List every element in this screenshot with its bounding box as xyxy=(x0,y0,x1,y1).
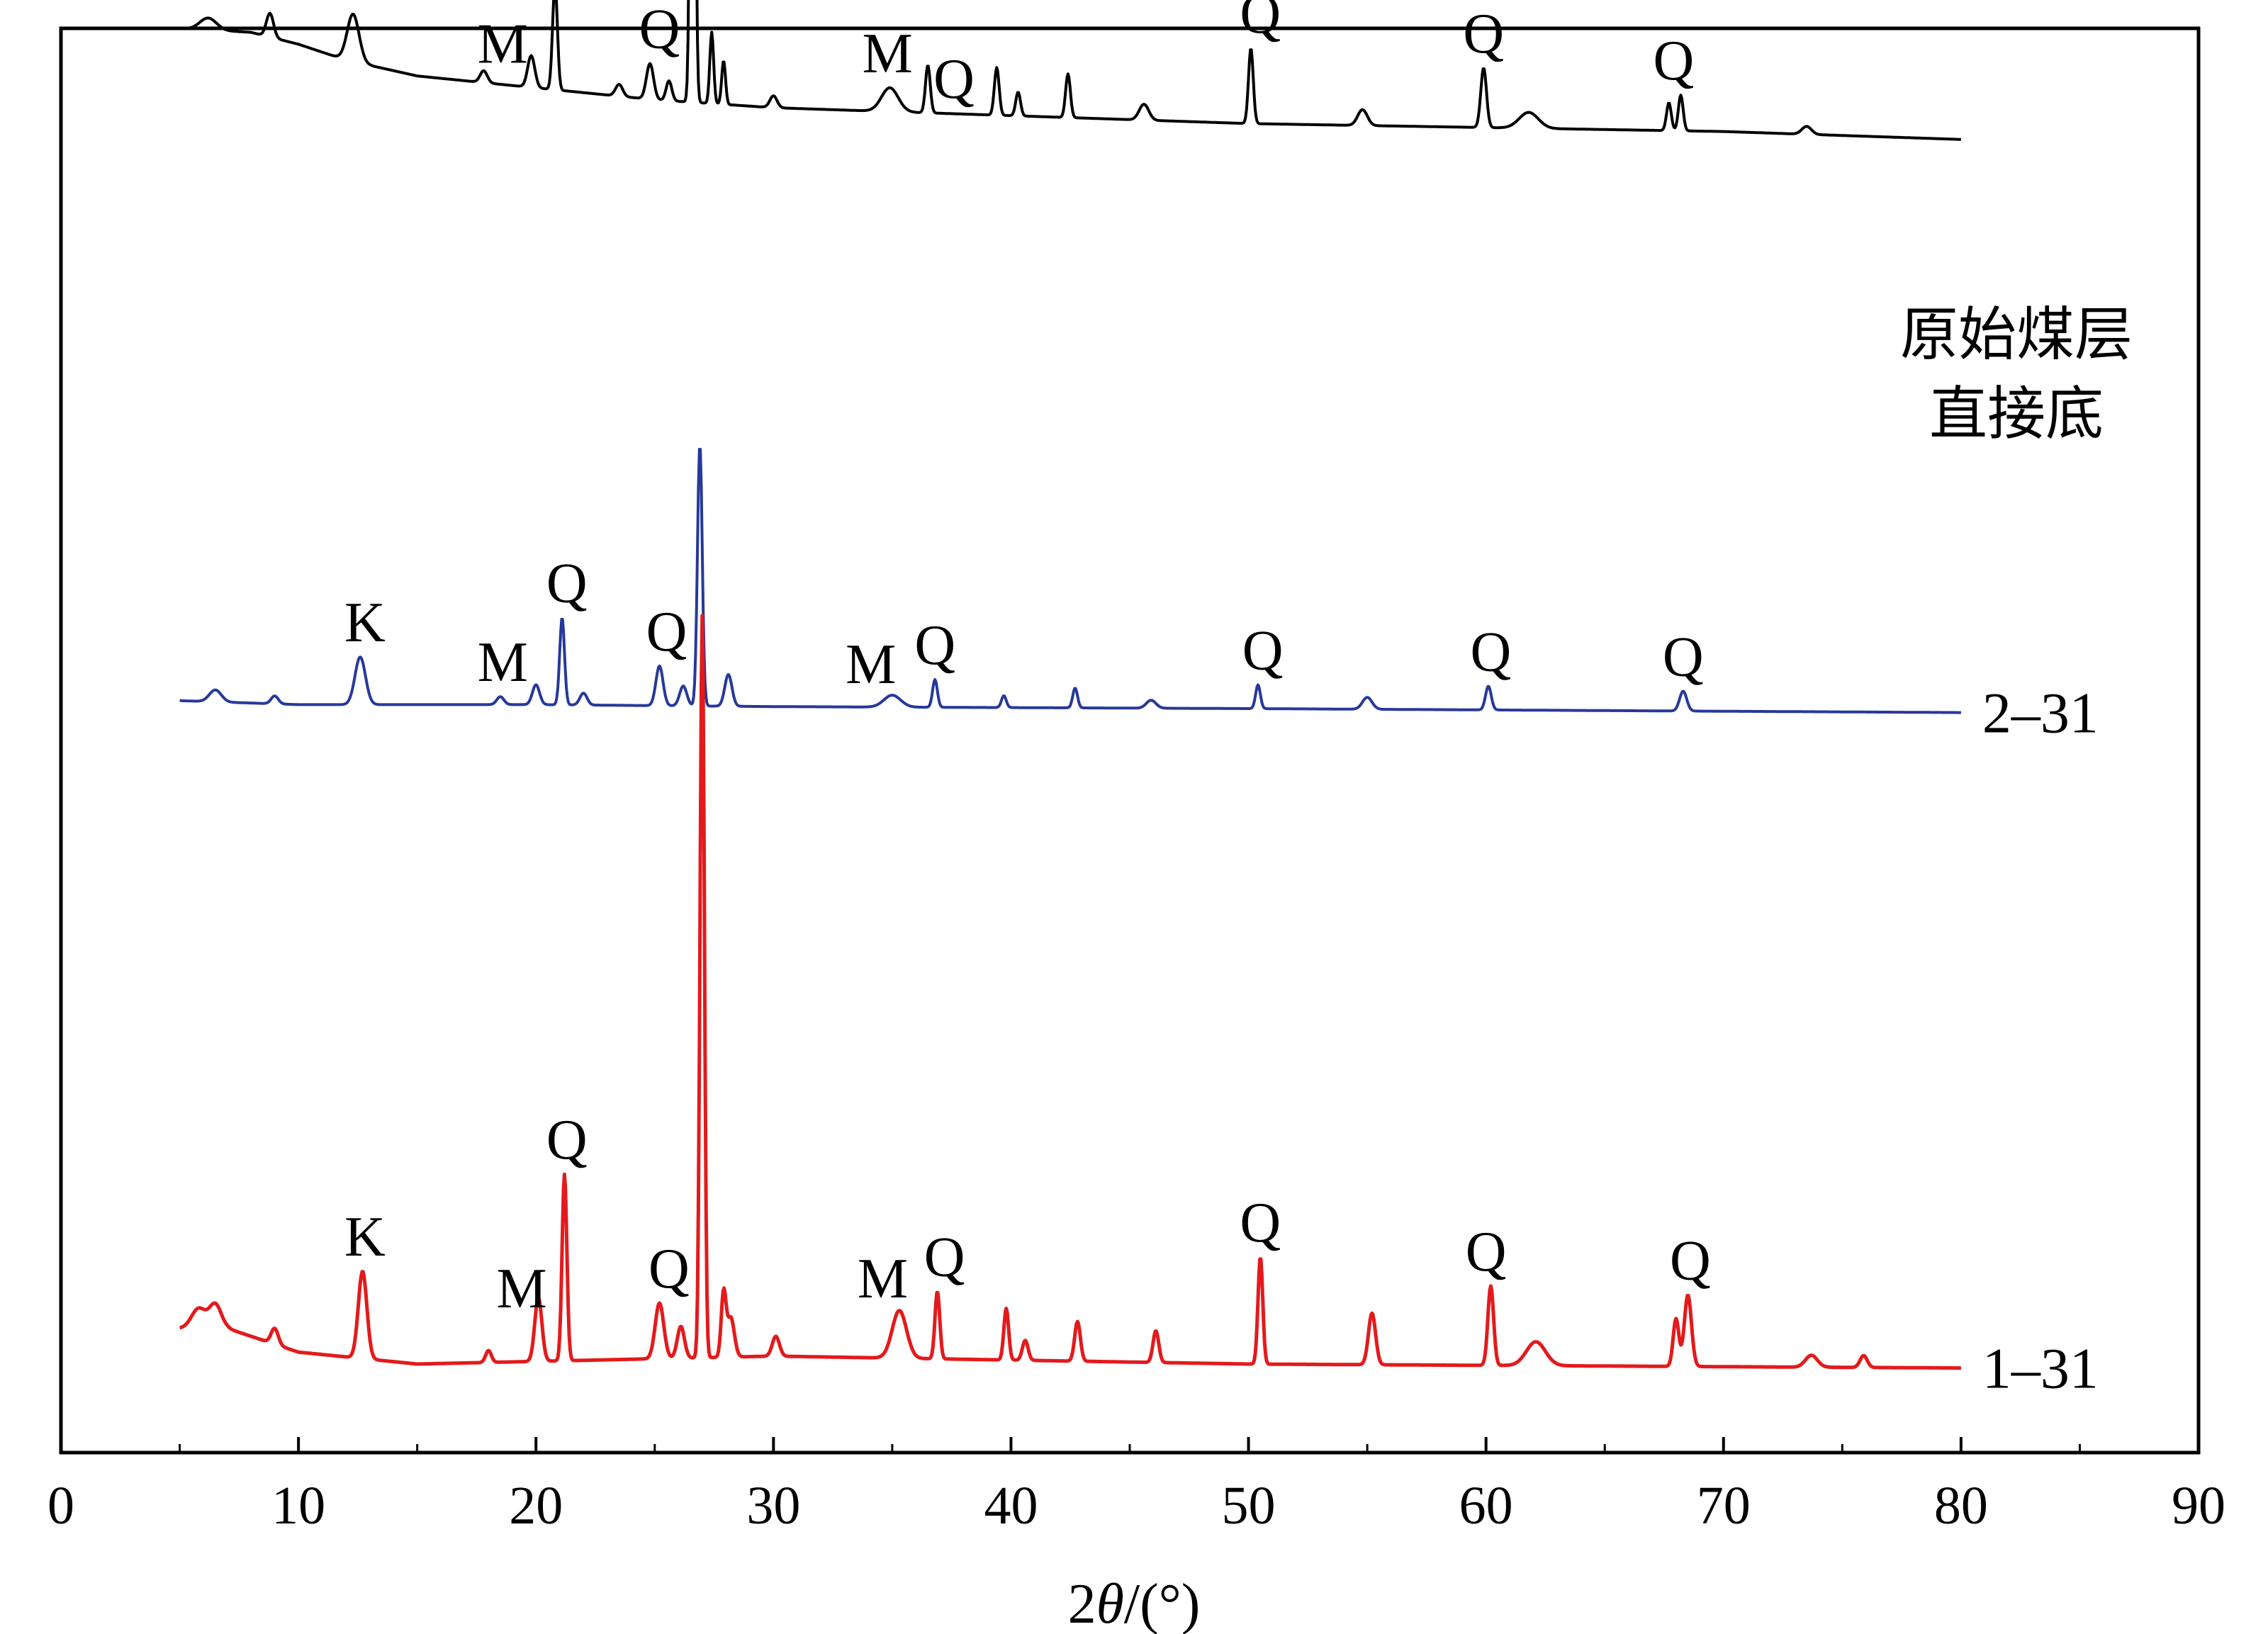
peak-annotation-q: Q xyxy=(1240,0,1281,45)
peak-annotations: KMQQMQQQQKMQQMQQQQQQKMMQQQQ xyxy=(339,0,1710,1320)
peak-annotation-q: Q xyxy=(1663,626,1704,688)
peak-annotation-q: Q xyxy=(1240,1192,1281,1254)
peak-annotation-q: Q xyxy=(924,1226,965,1288)
peak-annotation-q: Q xyxy=(646,601,687,663)
x-tick-label: 80 xyxy=(1934,1476,1988,1536)
series-layer xyxy=(179,0,1962,1370)
series-line-0 xyxy=(179,0,1962,141)
series-line-1 xyxy=(179,448,1962,714)
peak-annotation-q: Q xyxy=(546,553,588,615)
x-tick-label: 10 xyxy=(271,1476,325,1536)
series-line-2 xyxy=(179,614,1962,1370)
peak-annotation-q: Q xyxy=(1466,1221,1507,1283)
peak-annotation-m: M xyxy=(478,631,528,694)
x-axis-ticks: 0 10 20 30 40 50 60 70 80 90 xyxy=(47,1437,2225,1536)
peak-annotation-q: Q xyxy=(914,614,955,677)
peak-annotation-q: Q xyxy=(1670,1230,1711,1292)
x-axis-title: 2θ/(°) xyxy=(1068,1573,1201,1634)
peak-annotation-m: M xyxy=(846,633,896,696)
x-tick-label: 20 xyxy=(509,1476,563,1536)
peak-annotation-q: Q xyxy=(546,1109,588,1171)
peak-annotation-q: Q xyxy=(1463,3,1504,65)
peak-annotation-q: Q xyxy=(1654,30,1695,92)
series-label-0: 原始煤层直接底 xyxy=(1900,303,2133,446)
x-tick-label: 60 xyxy=(1459,1476,1513,1536)
x-tick-label: 50 xyxy=(1222,1476,1276,1536)
series-labels: 原始煤层直接底 2–31 1–31 xyxy=(1900,303,2133,1401)
series-label-2: 1–31 xyxy=(1982,1336,2099,1401)
x-tick-label: 40 xyxy=(984,1476,1038,1536)
peak-annotation-k: K xyxy=(339,0,381,11)
peak-annotation-m: M xyxy=(858,1248,908,1310)
x-tick-label: 30 xyxy=(746,1476,800,1536)
peak-annotation-k: K xyxy=(344,592,386,654)
peak-annotation-k: K xyxy=(344,1206,386,1268)
x-tick-label: 70 xyxy=(1697,1476,1751,1536)
peak-annotation-m: M xyxy=(497,1258,547,1320)
peak-annotation-q: Q xyxy=(1242,619,1284,682)
peak-annotation-m: M xyxy=(478,13,528,75)
series-label-1: 2–31 xyxy=(1982,681,2099,745)
peak-annotation-q: Q xyxy=(1470,621,1511,683)
peak-annotation-q: Q xyxy=(639,0,680,61)
peak-annotation-q: Q xyxy=(649,1238,690,1300)
peak-annotation-m: M xyxy=(863,23,913,85)
peak-annotation-q: Q xyxy=(933,48,975,111)
x-tick-label: 90 xyxy=(2172,1476,2225,1536)
x-tick-label: 0 xyxy=(47,1476,74,1536)
